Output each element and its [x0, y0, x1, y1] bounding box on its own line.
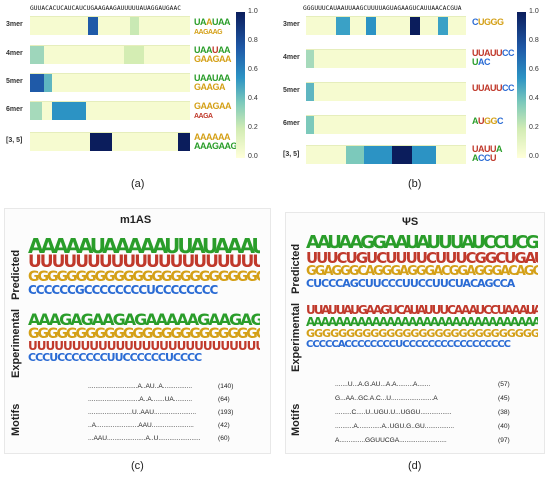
mini-logo: UAAUAA GAAGA	[194, 73, 231, 92]
mini-logo: AUGGC	[472, 116, 504, 126]
colorbar-tick: 0.4	[248, 95, 258, 102]
colorbar-tick: 0.2	[529, 124, 539, 131]
logo-top-row: AAUAAGGAAUAUUUAUCCUCGACCGGCG	[306, 234, 538, 253]
mini-logo: UUAUUCC UAC	[472, 48, 515, 67]
panel-c-predicted-label: Predicted	[10, 249, 22, 300]
motif-pattern: ........................U..AAU..........…	[88, 409, 197, 416]
panel-c-title: m1AS	[120, 214, 152, 226]
colorbar-tick: 0.0	[248, 153, 258, 160]
heatmap-row	[30, 45, 190, 64]
predicted-sequence-logo: AAUAAGGAAUAUUUAUCCUCGACCGGCG UUUCUGUCUUU…	[306, 234, 538, 296]
logo-top-row: AAAGAGAAGAGAAAAAGAAGAGAAG	[28, 312, 260, 329]
mini-logo: UUAUUCC	[472, 83, 515, 93]
panel-a-row-label-3mer: 3mer	[6, 21, 23, 28]
heatmap-row	[306, 49, 466, 68]
motif-count: (57)	[498, 381, 510, 388]
panel-d-title: ΨS	[402, 216, 419, 228]
colorbar	[517, 12, 526, 158]
logo-top-row: AAAAAUAAAAAUUAUAAAUAAAAAAAA	[28, 236, 260, 258]
mini-logo: UAAUAA AAGAAG	[194, 17, 231, 37]
mini-logo: UAAUAA GAAGAA	[194, 45, 232, 64]
mini-logo: CUGGG	[472, 17, 504, 27]
colorbar-tick: 0.6	[529, 66, 539, 73]
panel-d-predicted-label: Predicted	[290, 243, 302, 294]
colorbar-tick: 0.6	[248, 66, 258, 73]
experimental-sequence-logo: UUAUUAUGAAGUCAUAUUUCAAAUCCUAAAUAGAUUC AA…	[306, 304, 538, 360]
motif-pattern: .........C.....U..UGU.U...UGGU..........…	[335, 409, 452, 416]
panel-a-row-label-4mer: 4mer	[6, 50, 23, 57]
panel-c-experimental-label: Experimental	[10, 308, 22, 378]
logo-bottom-row: CUCCCAGCUUCCCUUCCUUCUACAGCCA	[306, 277, 515, 290]
heatmap-row	[306, 115, 466, 134]
heatmap-row	[30, 16, 190, 35]
panel-a-row-label-6mer: 6mer	[6, 106, 23, 113]
experimental-sequence-logo: AAAGAGAAGAGAAAAAGAAGAGAAG GGGGGGGGGGGGGG…	[28, 312, 260, 372]
motif-pattern: A..............GGUUCGA..................…	[335, 437, 447, 444]
panel-a-caption: (a)	[131, 178, 145, 190]
colorbar	[236, 12, 245, 158]
heatmap-row	[306, 82, 466, 101]
panel-b-row-label-3-5: [3, 5]	[283, 151, 300, 158]
panel-c-motifs-label: Motifs	[10, 403, 22, 436]
panel-b-row-label-4mer: 4mer	[283, 54, 300, 61]
heatmap-row	[30, 101, 190, 120]
panel-b-row-label-6mer: 6mer	[283, 120, 300, 127]
motif-count: (45)	[498, 395, 510, 402]
motif-count: (64)	[218, 396, 230, 403]
motif-count: (193)	[218, 409, 234, 416]
motif-pattern: ............................A..A.......U…	[88, 396, 193, 403]
panel-b-row-label-5mer: 5mer	[283, 87, 300, 94]
panel-a-sequence: GUUACACUCAUCAUCUGAAGAAGAUUUUUAUAGGAUGAAC	[30, 5, 182, 12]
predicted-sequence-logo: AAAAAUAAAAAUUAUAAAUAAAAAAAA UUUUUUUUUUUU…	[28, 236, 260, 302]
panel-b-row-label-3mer: 3mer	[283, 21, 300, 28]
panel-d-caption: (d)	[408, 460, 422, 472]
panel-c	[4, 208, 271, 454]
mini-logo: UAUUA ACCU	[472, 144, 503, 163]
logo-top-row: UUAUUAUGAAGUCAUAUUUCAAAUCCUAAAUAGAUUC	[306, 304, 538, 317]
motif-pattern: .......U...A.G.AU...A.A.........A.......	[335, 381, 431, 388]
mini-logo: GAAGAA AAGA	[194, 101, 232, 121]
motif-count: (38)	[498, 409, 510, 416]
heatmap-row	[306, 16, 466, 35]
colorbar-tick: 0.0	[529, 153, 539, 160]
panel-b-caption: (b)	[408, 178, 422, 190]
colorbar-tick: 0.8	[529, 37, 539, 44]
motif-pattern: ..A.......................AAU...........…	[88, 422, 194, 429]
colorbar-tick: 1.0	[248, 8, 258, 15]
panel-d-experimental-label: Experimental	[290, 302, 302, 372]
panel-d	[285, 212, 545, 454]
panel-a-row-label-3-5: [3, 5]	[6, 137, 23, 144]
heatmap-row	[306, 145, 466, 164]
panel-d-motifs-label: Motifs	[290, 403, 302, 436]
motif-count: (42)	[218, 422, 230, 429]
motif-count: (140)	[218, 383, 234, 390]
colorbar-tick: 1.0	[529, 8, 539, 15]
motif-pattern: ...........................A..AU..A.....…	[88, 383, 193, 390]
panel-a-row-label-5mer: 5mer	[6, 78, 23, 85]
colorbar-tick: 0.8	[248, 37, 258, 44]
panel-b-sequence: GGGUUUCAUAAUUAAGCUUUUAGUAGAAGUCAUUAACACG…	[303, 5, 462, 12]
motif-count: (40)	[498, 423, 510, 430]
motif-pattern: ...AAU.....................A..U.........…	[88, 435, 201, 442]
motif-count: (60)	[218, 435, 230, 442]
colorbar-tick: 0.4	[529, 95, 539, 102]
motif-pattern: G...AA..GC.A.C...U......................…	[335, 395, 438, 402]
motif-count: (97)	[498, 437, 510, 444]
motif-pattern: ..........A.............A..UGU.G..GU....…	[335, 423, 455, 430]
panel-c-caption: (c)	[131, 460, 144, 472]
colorbar-tick: 0.2	[248, 124, 258, 131]
logo-bottom-row: CCCUCCCCCCCUUCCCCCCUCCCC	[28, 351, 202, 364]
heatmap-row	[30, 132, 190, 151]
mini-logo: AAAAAA AAAGAAGA	[194, 132, 244, 151]
logo-bottom-row: CCCCCACCCCCCCCUCCCCCCCCCCCCCCCCC	[306, 339, 511, 350]
logo-bottom-row: CCCCCCGCCCCCCCCUCCCCCCCC	[28, 283, 218, 297]
heatmap-row	[30, 73, 190, 92]
